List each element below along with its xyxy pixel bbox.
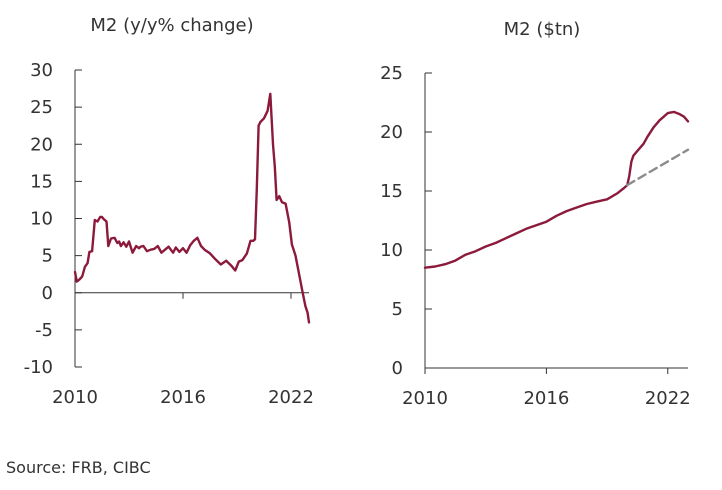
y-tick-label: 0 (42, 283, 53, 304)
x-tick-label: 2022 (645, 388, 691, 409)
y-tick-label: 15 (380, 181, 403, 202)
x-tick-label: 2010 (52, 387, 98, 408)
series-line (423, 110, 690, 269)
chart-title: M2 (y/y% change) (90, 15, 253, 36)
x-tick-label: 2016 (160, 387, 206, 408)
y-tick-label: 10 (380, 240, 403, 261)
trend-projection-line (626, 148, 690, 187)
x-tick-label: 2016 (523, 388, 569, 409)
series-line (73, 92, 311, 324)
right-chart-level: M2 ($tn) 25 20 15 10 5 0 2010 2016 2022 (380, 19, 691, 409)
y-tick-label: 30 (30, 60, 53, 81)
y-tick-label: 25 (380, 63, 403, 84)
y-tick-label: 20 (30, 134, 53, 155)
y-tick-label: 25 (30, 97, 53, 118)
chart-title: M2 ($tn) (504, 19, 581, 40)
y-tick-label: 5 (42, 246, 53, 267)
left-chart-yoy-change: M2 (y/y% change) 30 25 20 15 10 5 0 -5 -10 2010 201… (24, 15, 314, 408)
y-tick-label: 5 (392, 299, 403, 320)
y-tick-label: 20 (380, 122, 403, 143)
y-tick-label: 0 (392, 358, 403, 379)
y-tick-label: 15 (30, 171, 53, 192)
source-note: Source: FRB, CIBC (6, 458, 151, 477)
x-tick-label: 2010 (402, 388, 448, 409)
y-tick-label: -10 (24, 357, 53, 378)
x-tick-label: 2022 (268, 387, 314, 408)
y-tick-label: 10 (30, 209, 53, 230)
y-tick-label: -5 (35, 320, 53, 341)
